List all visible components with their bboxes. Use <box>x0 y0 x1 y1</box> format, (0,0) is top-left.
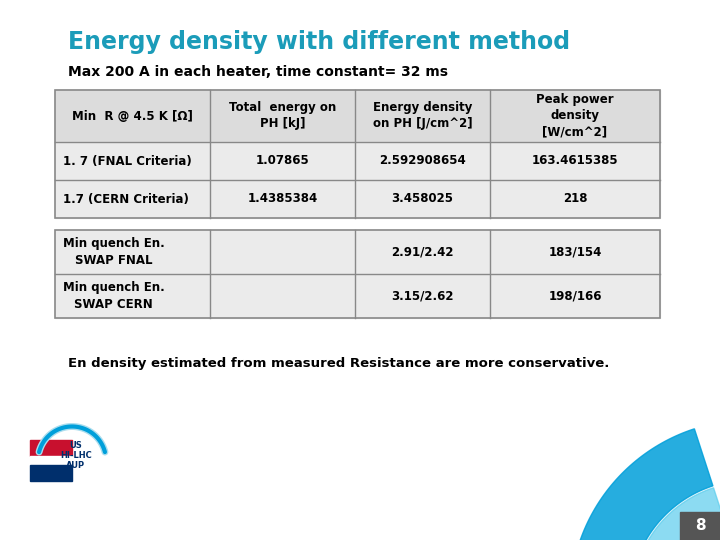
Polygon shape <box>632 488 720 540</box>
Polygon shape <box>570 429 713 540</box>
Text: US
HI-LHC
AUP: US HI-LHC AUP <box>60 441 92 470</box>
Bar <box>680 512 720 540</box>
Text: Min  R @ 4.5 K [Ω]: Min R @ 4.5 K [Ω] <box>72 110 193 123</box>
Bar <box>30 440 72 456</box>
Text: Min quench En.
SWAP CERN: Min quench En. SWAP CERN <box>63 281 165 310</box>
Bar <box>30 456 72 465</box>
Text: 2.91/2.42: 2.91/2.42 <box>391 246 454 259</box>
Text: Peak power
density
[W/cm^2]: Peak power density [W/cm^2] <box>536 93 614 138</box>
Text: 2.592908654: 2.592908654 <box>379 154 466 167</box>
Text: 1. 7 (FNAL Criteria): 1. 7 (FNAL Criteria) <box>63 154 192 167</box>
Bar <box>55 90 660 218</box>
Bar <box>55 90 660 142</box>
Bar <box>55 230 660 318</box>
Bar <box>55 230 660 274</box>
Text: Energy density with different method: Energy density with different method <box>68 30 570 54</box>
Text: 3.15/2.62: 3.15/2.62 <box>391 289 454 302</box>
Text: 1.07865: 1.07865 <box>256 154 310 167</box>
Text: 198/166: 198/166 <box>548 289 602 302</box>
Text: Total  energy on
PH [kJ]: Total energy on PH [kJ] <box>229 102 336 131</box>
Bar <box>55 274 660 318</box>
Text: 183/154: 183/154 <box>549 246 602 259</box>
Text: 218: 218 <box>563 192 588 206</box>
Text: 1.7 (CERN Criteria): 1.7 (CERN Criteria) <box>63 192 189 206</box>
Text: 1.4385384: 1.4385384 <box>248 192 318 206</box>
Bar <box>55 180 660 218</box>
Text: Min quench En.
SWAP FNAL: Min quench En. SWAP FNAL <box>63 238 165 267</box>
Bar <box>30 465 72 481</box>
Text: Max 200 A in each heater, time constant= 32 ms: Max 200 A in each heater, time constant=… <box>68 65 448 79</box>
Text: En density estimated from measured Resistance are more conservative.: En density estimated from measured Resis… <box>68 357 609 370</box>
Text: 163.4615385: 163.4615385 <box>531 154 618 167</box>
Text: 3.458025: 3.458025 <box>392 192 454 206</box>
Bar <box>55 142 660 180</box>
Text: Energy density
on PH [J/cm^2]: Energy density on PH [J/cm^2] <box>373 102 472 131</box>
Text: 8: 8 <box>695 518 706 534</box>
